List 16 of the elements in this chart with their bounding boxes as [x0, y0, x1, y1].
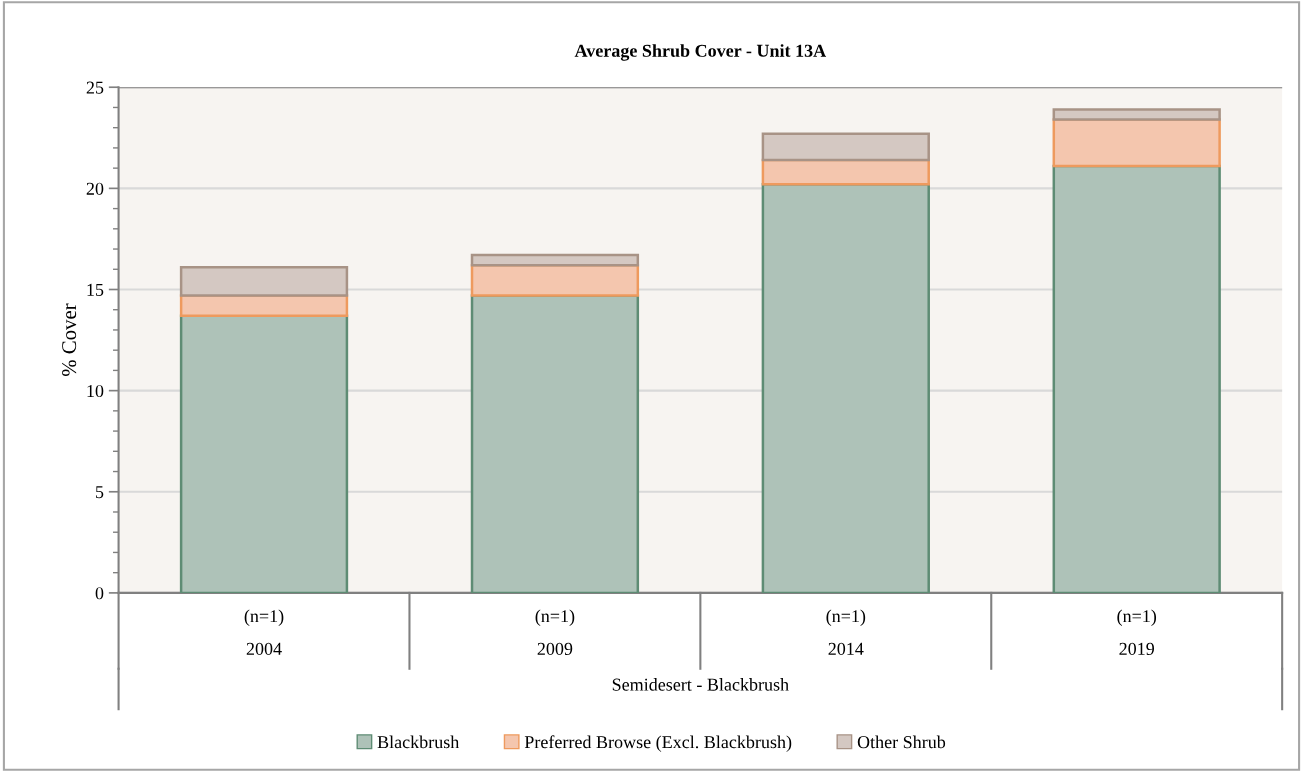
x-tick-label: (n=1) 2009: [535, 609, 575, 655]
x-axis-title: Semidesert - Blackbrush: [612, 678, 789, 691]
y-tick-label: 0: [95, 587, 104, 600]
y-axis-title: % Cover: [62, 303, 77, 377]
x-tick-label: (n=1) 2019: [1117, 609, 1157, 655]
x-tick-label: (n=1) 2014: [826, 609, 866, 655]
legend-label: Blackbrush: [377, 735, 460, 749]
y-tick-label: 15: [87, 283, 104, 296]
legend-label: Preferred Browse (Excl. Blackbrush): [524, 735, 792, 752]
y-tick-label: 20: [86, 182, 104, 195]
x-tick-label: (n=1) 2004: [244, 609, 284, 655]
legend-label: Other Shrub: [857, 735, 946, 749]
y-tick-label: 5: [96, 486, 104, 499]
y-tick-label: 25: [86, 81, 104, 94]
chart-title: Average Shrub Cover - Unit 13A: [574, 44, 827, 61]
y-tick-label: 10: [87, 384, 104, 398]
